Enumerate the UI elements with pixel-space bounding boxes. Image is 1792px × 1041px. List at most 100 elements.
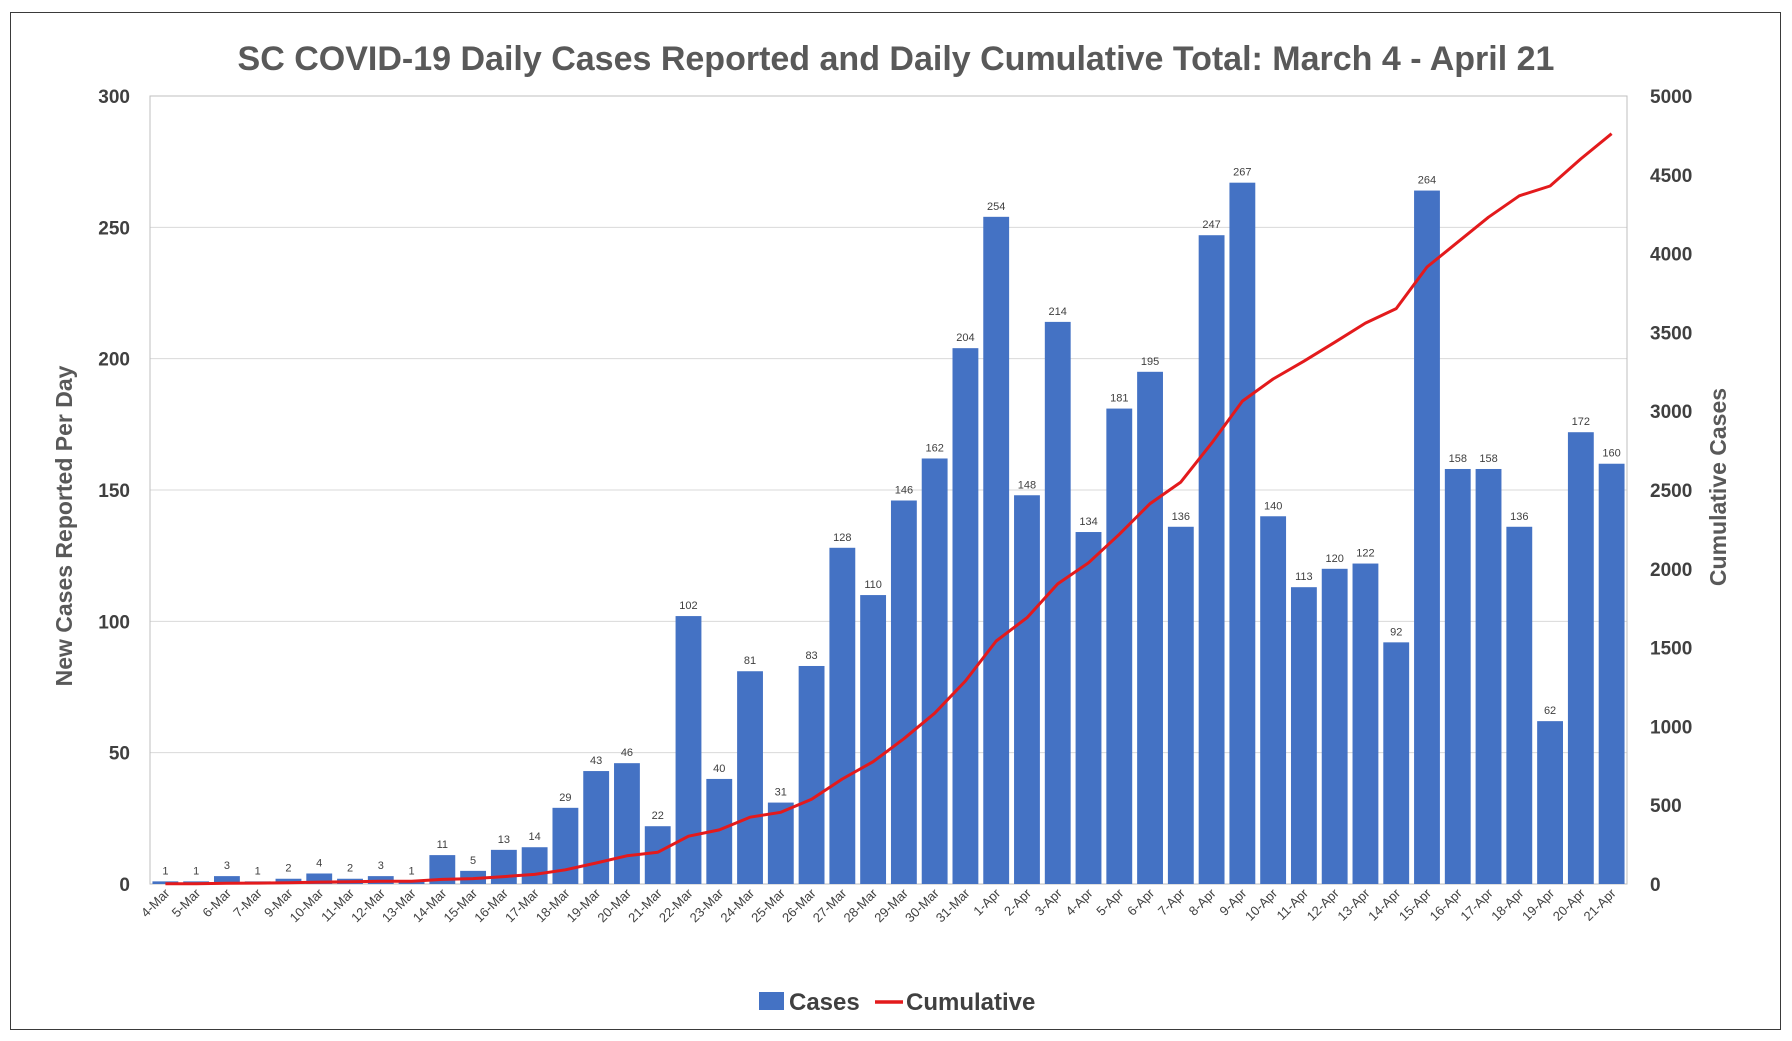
x-tick-label: 8-Apr (1186, 885, 1220, 919)
data-label: 264 (1418, 175, 1436, 187)
data-label: 13 (498, 834, 510, 846)
y2-axis-title: Cumulative Cases (1705, 388, 1731, 586)
data-label: 136 (1172, 511, 1190, 523)
x-tick-label: 2-Apr (1001, 885, 1035, 919)
data-label: 158 (1449, 453, 1467, 465)
x-tick-label: 20-Apr (1550, 885, 1589, 924)
gridlines (149, 95, 1628, 885)
y-tick-label: 0 (119, 875, 130, 896)
x-tick-label: 10-Mar (287, 885, 327, 925)
data-label: 1 (193, 865, 199, 877)
data-label: 46 (621, 747, 633, 759)
data-label: 83 (805, 650, 817, 662)
bar (798, 665, 825, 884)
y-axis-title: New Cases Reported Per Day (51, 365, 77, 686)
bar (583, 771, 610, 884)
y-tick-label: 250 (98, 218, 130, 239)
data-label: 2 (347, 863, 353, 875)
bar (521, 847, 548, 884)
y-tick-label: 300 (98, 87, 130, 108)
bar (1290, 587, 1317, 884)
data-label: 1 (408, 865, 414, 877)
x-tick-label: 5-Apr (1093, 885, 1127, 919)
bar (1414, 190, 1440, 884)
data-label: 92 (1390, 626, 1402, 638)
data-label: 5 (470, 855, 476, 867)
bar (1167, 526, 1194, 884)
data-label: 29 (559, 792, 571, 804)
data-label: 110 (864, 579, 882, 591)
data-label: 4 (316, 857, 322, 869)
x-tick-label: 11-Apr (1274, 885, 1312, 923)
x-tick-label: 12-Apr (1304, 885, 1343, 924)
bar-series (152, 182, 1625, 885)
y2-tick-label: 1000 (1650, 717, 1692, 738)
data-label: 81 (744, 655, 756, 667)
x-tick-label: 19-Apr (1519, 885, 1558, 924)
bar (1198, 235, 1225, 885)
data-label: 158 (1479, 453, 1497, 465)
bar (1352, 563, 1379, 884)
data-label: 102 (679, 600, 697, 612)
y-tick-label: 100 (98, 612, 130, 633)
data-label: 181 (1110, 393, 1128, 405)
bar (1014, 495, 1040, 884)
data-label: 31 (775, 787, 787, 799)
legend-label-cases: Cases (789, 989, 860, 1016)
data-label: 148 (1018, 479, 1036, 491)
bar (737, 671, 763, 884)
data-label: 128 (833, 532, 851, 544)
data-label: 134 (1079, 516, 1097, 528)
data-label: 172 (1572, 416, 1590, 428)
x-tick-label: 7-Apr (1155, 885, 1189, 919)
data-label: 195 (1141, 356, 1159, 368)
data-label: 113 (1295, 571, 1313, 583)
x-tick-label: 4-Mar (138, 885, 173, 920)
data-label: 247 (1202, 219, 1220, 231)
y2-tick-label: 3000 (1650, 402, 1692, 423)
bar (921, 458, 948, 884)
x-tick-label: 16-Apr (1427, 885, 1466, 924)
x-tick-label: 3-Apr (1032, 885, 1066, 919)
x-tick-label: 1-Apr (970, 885, 1004, 919)
bar (1475, 468, 1502, 884)
bar (214, 876, 240, 884)
x-tick-label: 15-Apr (1396, 885, 1435, 924)
bar (952, 348, 979, 884)
x-tick-label: 4-Apr (1063, 885, 1097, 919)
data-label: 43 (590, 755, 602, 767)
y2-tick-label: 500 (1650, 796, 1682, 817)
legend: Cases Cumulative (759, 989, 1035, 1016)
chart-title: SC COVID-19 Daily Cases Reported and Dai… (238, 40, 1555, 78)
data-label: 136 (1510, 511, 1528, 523)
bar (983, 216, 1010, 884)
y2-tick-label: 2500 (1650, 481, 1692, 502)
y2-tick-label: 3500 (1650, 323, 1692, 344)
line-series (165, 132, 1613, 886)
bar (306, 873, 333, 884)
bar (1506, 526, 1533, 884)
x-axis-ticks: 4-Mar5-Mar6-Mar7-Mar9-Mar10-Mar11-Mar12-… (138, 885, 1619, 925)
bar (1137, 371, 1163, 884)
y2-tick-label: 2000 (1650, 560, 1692, 581)
data-label: 40 (713, 763, 725, 775)
bar (1598, 463, 1625, 884)
data-label: 62 (1544, 705, 1556, 717)
y2-tick-label: 4000 (1650, 245, 1692, 266)
bar (490, 849, 517, 884)
data-label: 14 (529, 831, 541, 843)
bar (675, 616, 702, 884)
x-tick-label: 14-Apr (1365, 885, 1404, 924)
bar (1383, 642, 1410, 884)
x-tick-label: 31-Mar (933, 885, 973, 925)
plot-area (149, 95, 1628, 885)
y-tick-label: 200 (98, 350, 130, 371)
y-tick-label: 50 (109, 744, 130, 765)
y2-tick-label: 5000 (1650, 87, 1692, 108)
data-label: 3 (378, 860, 384, 872)
data-label: 3 (224, 860, 230, 872)
bar (1044, 321, 1071, 885)
data-label: 22 (652, 810, 664, 822)
data-label: 254 (987, 201, 1005, 213)
